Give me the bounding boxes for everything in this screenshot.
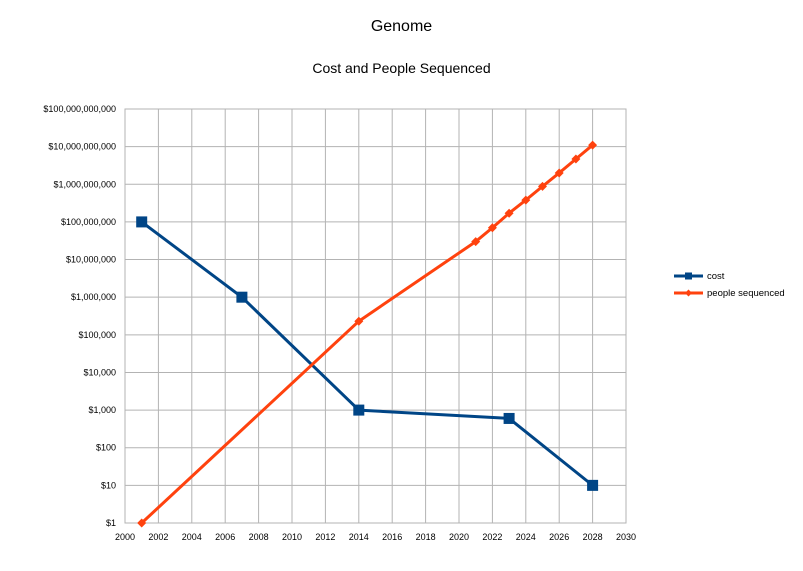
x-tick-label: 2028 [583,532,603,542]
x-tick-label: 2006 [215,532,235,542]
x-tick-label: 2008 [249,532,269,542]
y-tick-label: $10,000 [83,367,116,377]
x-tick-label: 2012 [315,532,335,542]
data-point-people-sequenced [538,181,547,191]
data-point-cost [136,216,148,228]
legend-label: cost [707,271,725,282]
series-cost [136,216,599,491]
data-point-cost [236,291,248,303]
chart-subtitle: Cost and People Sequenced [312,60,491,76]
data-point-cost [587,479,599,491]
data-point-people-sequenced [554,168,564,178]
data-point-cost [353,404,365,416]
y-tick-label: $10,000,000 [66,255,116,265]
x-tick-label: 2010 [282,532,302,542]
y-tick-label: $1,000 [88,405,116,415]
y-tick-label: $1 [106,518,116,528]
y-tick-label: $10 [101,480,116,490]
x-tick-label: 2024 [516,532,536,542]
legend-marker [685,289,692,297]
data-point-people-sequenced [504,208,514,218]
legend: cost people sequenced [674,271,785,299]
data-point-people-sequenced [521,195,531,205]
data-point-people-sequenced [137,518,147,528]
x-axis-ticks: 2000 2002 2004 2006 2008 2010 2012 2014 2016 2018… [115,532,636,542]
chart-title: Genome [370,18,433,35]
data-point-people-sequenced [571,154,581,164]
plot-area [124,108,627,524]
y-tick-label: $10,000,000,000 [48,142,116,152]
y-axis-ticks: $1 $10 $100 $1,000 $10,000 $100,000 $1,000,000… [43,104,116,528]
x-tick-label: 2026 [549,532,569,542]
data-point-people-sequenced [354,316,364,326]
legend-label: people sequenced [707,288,785,299]
y-tick-label: $100,000,000 [61,217,116,227]
series-line-people-sequenced [140,143,594,525]
legend-item-cost: cost [674,271,725,282]
y-tick-label: $1,000,000 [71,292,116,302]
x-tick-label: 2002 [148,532,168,542]
x-tick-label: 2030 [616,532,636,542]
y-tick-label: $100,000,000,000 [43,104,116,114]
y-tick-label: $100 [96,443,116,453]
data-point-people-sequenced [588,140,598,150]
legend-item-people-sequenced: people sequenced [674,288,785,299]
data-point-people-sequenced [471,237,481,247]
x-tick-label: 2018 [416,532,436,542]
x-tick-label: 2000 [115,532,135,542]
series-people-sequenced [137,140,598,528]
x-tick-label: 2014 [349,532,369,542]
x-tick-label: 2004 [182,532,202,542]
legend-marker [685,272,692,280]
x-tick-label: 2020 [449,532,469,542]
x-tick-label: 2022 [482,532,502,542]
y-tick-label: $1,000,000,000 [53,179,116,189]
x-tick-label: 2016 [382,532,402,542]
data-point-people-sequenced [487,223,497,233]
y-tick-label: $100,000 [78,330,116,340]
series-layer [136,140,599,528]
data-point-cost [503,412,515,424]
